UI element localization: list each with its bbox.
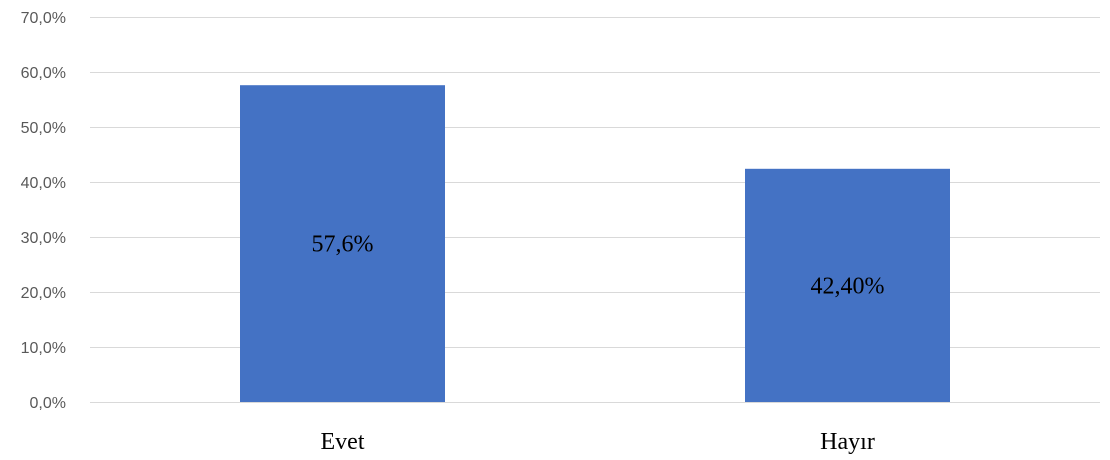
y-tick-label: 50,0% [21, 120, 66, 137]
y-tick-label: 20,0% [21, 285, 66, 302]
y-tick-label: 60,0% [21, 65, 66, 82]
bar-data-label: 57,6% [312, 232, 374, 258]
x-tick-label: Hayır [820, 429, 875, 455]
bars [240, 85, 950, 402]
y-tick-label: 40,0% [21, 175, 66, 192]
bar-hayır [745, 168, 950, 402]
x-axis-tick-labels: Evet Hayır [321, 429, 875, 455]
bar-evet [240, 85, 445, 402]
y-tick-label: 0,0% [30, 395, 66, 412]
bar-data-label: 42,40% [811, 273, 885, 299]
y-tick-label: 10,0% [21, 340, 66, 357]
y-tick-label: 70,0% [21, 10, 66, 27]
y-axis-tick-labels: 0,0% 10,0% 20,0% 30,0% 40,0% 50,0% 60,0% 70,0% [21, 10, 66, 412]
bar-data-labels: 57,6% 42,40% [312, 232, 885, 300]
x-tick-label: Evet [321, 429, 365, 455]
y-tick-label: 30,0% [21, 230, 66, 247]
